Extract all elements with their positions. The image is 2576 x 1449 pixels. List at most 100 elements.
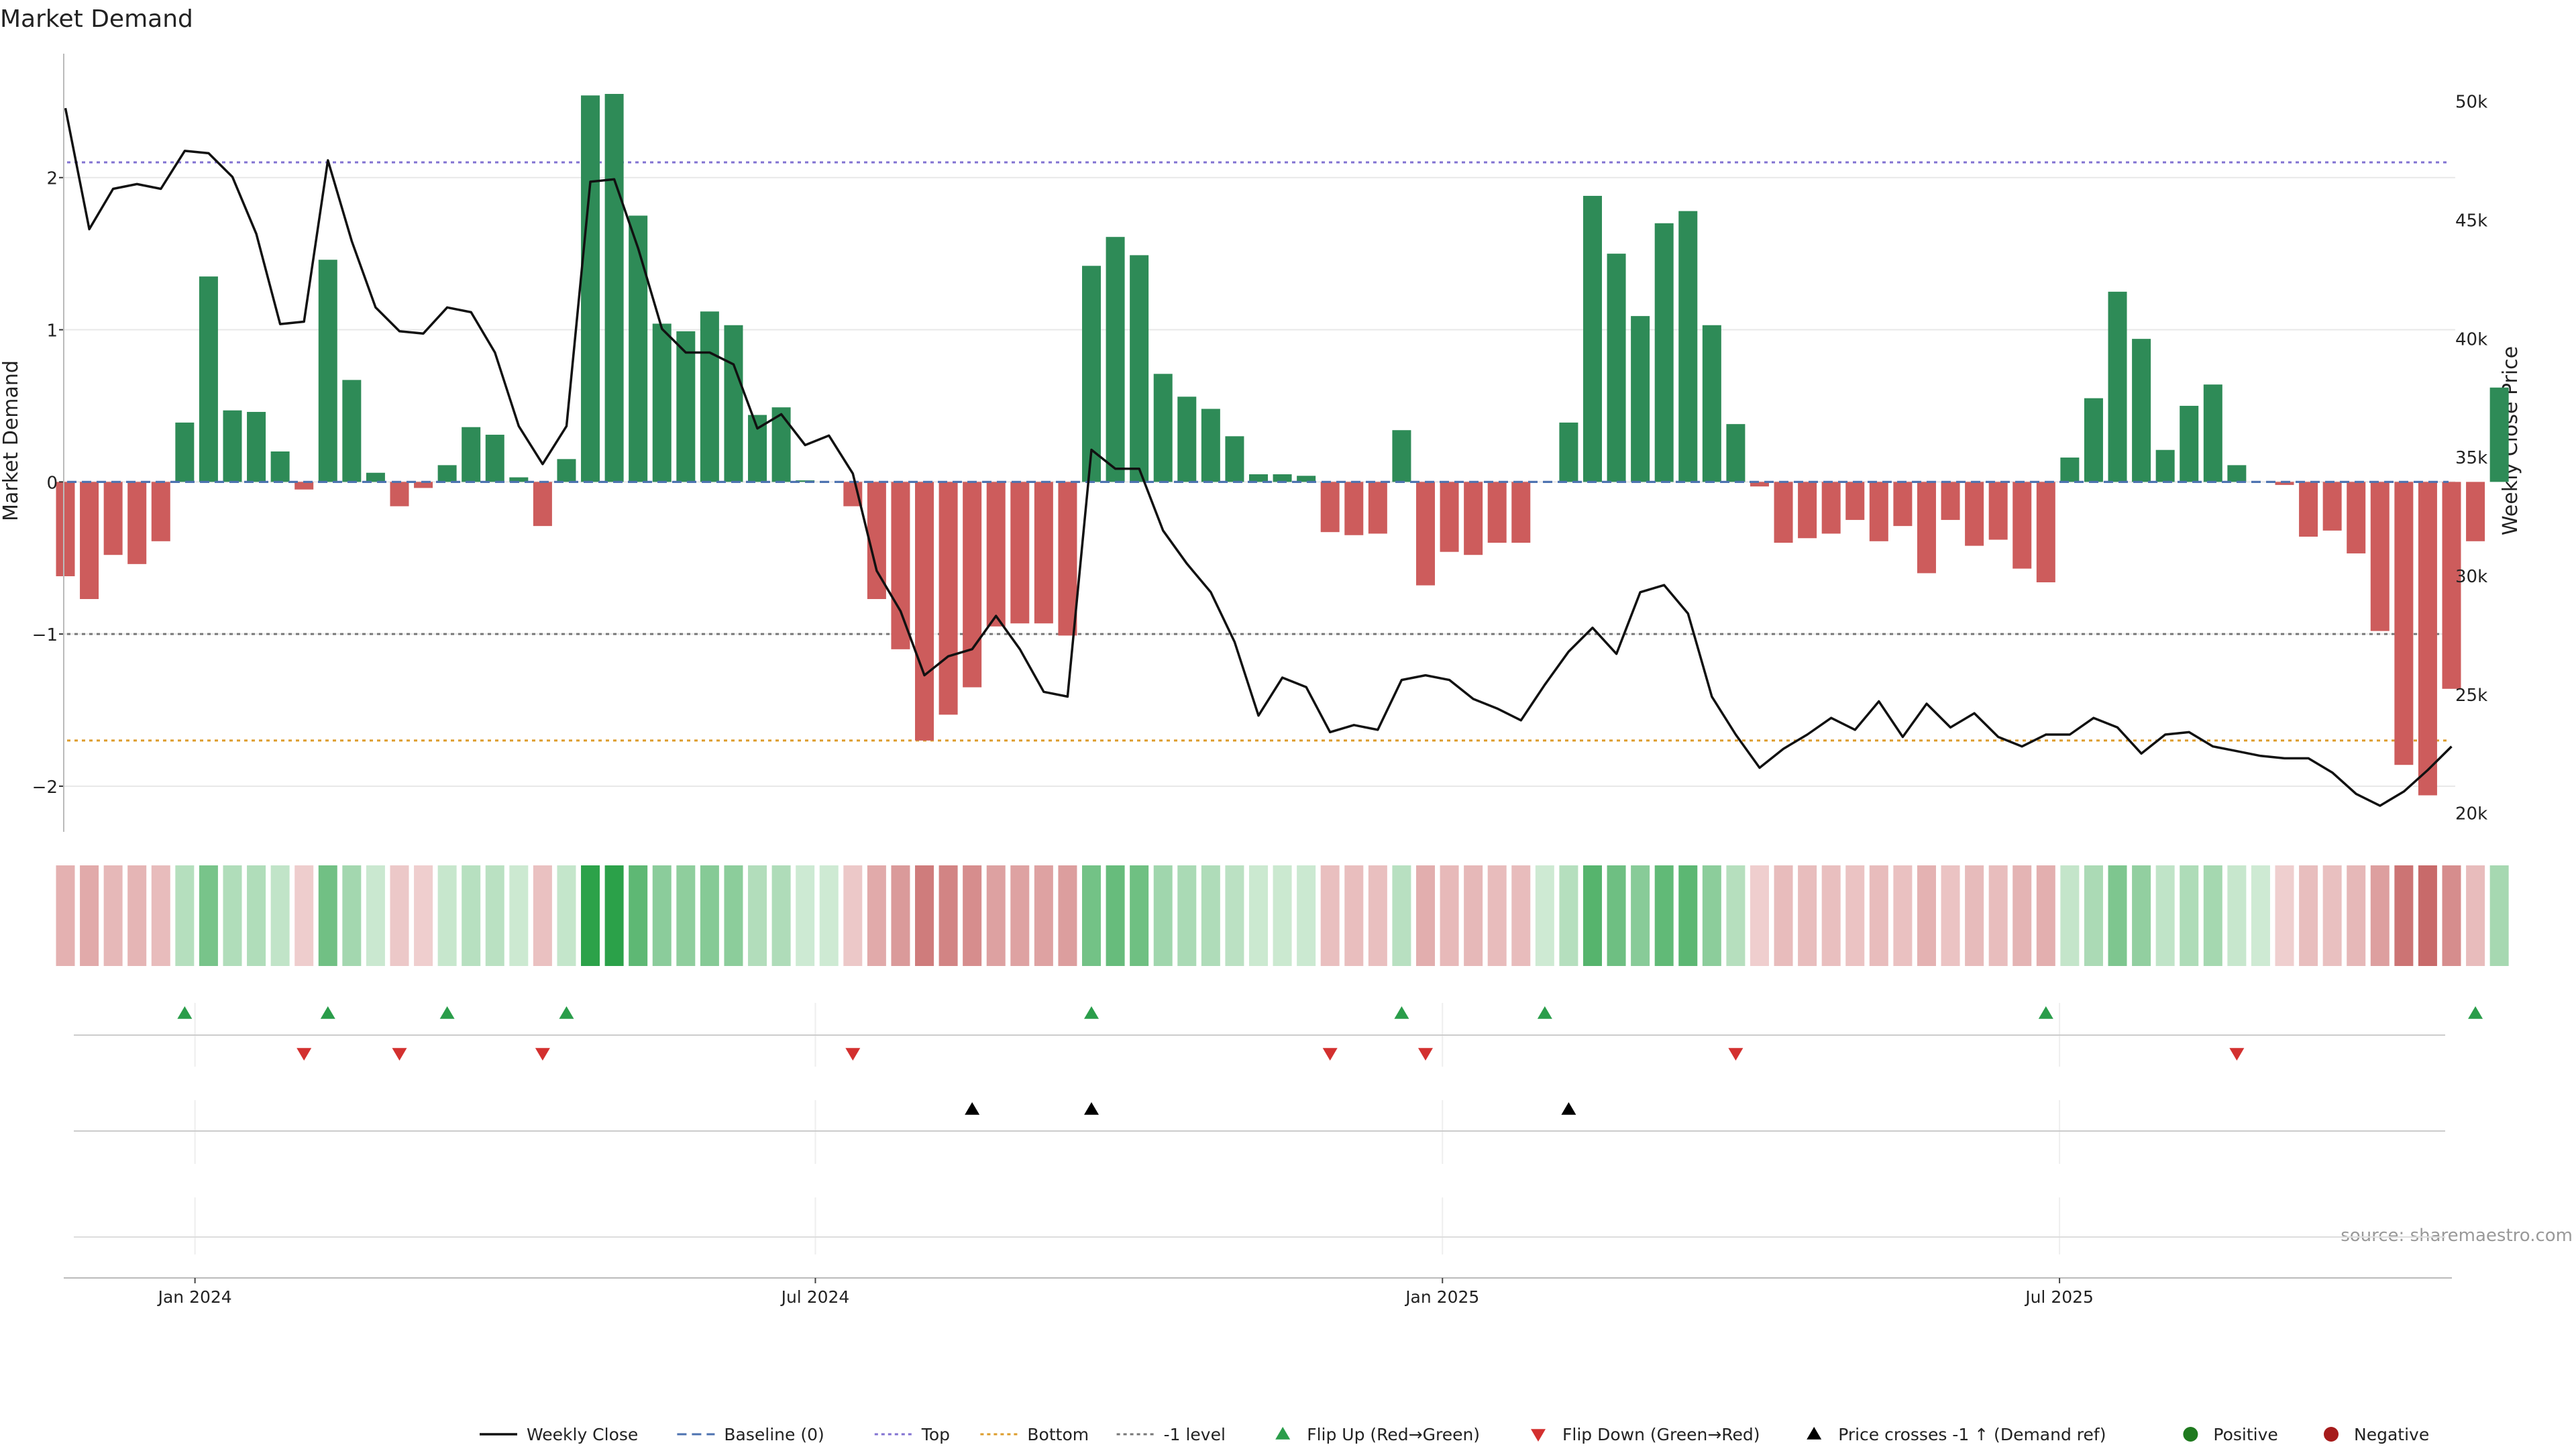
demand-bar	[1798, 482, 1817, 539]
heat-cell	[2322, 865, 2342, 966]
source-annotation: source: sharemaestro.com	[2341, 1226, 2573, 1246]
legend-label-flip_down: Flip Down (Green→Red)	[1562, 1425, 1760, 1444]
heat-cell	[700, 865, 719, 966]
heat-cell	[2442, 865, 2461, 966]
legend-swatch-triangle	[1275, 1427, 1291, 1440]
demand-bar	[1965, 482, 1984, 546]
flip-up-marker	[177, 1006, 193, 1019]
heat-cell	[1607, 865, 1626, 966]
heat-cell	[748, 865, 767, 966]
demand-bars	[56, 94, 2509, 796]
heat-cell	[938, 865, 958, 966]
weekly-close-line	[64, 107, 2453, 807]
demand-bar	[2203, 384, 2222, 482]
legend: Weekly Close Baseline (0) Top Bottom -1 leve…	[480, 1425, 2429, 1444]
heat-cell	[2347, 865, 2366, 966]
heat-cell	[1130, 865, 1149, 966]
demand-heat-strip	[56, 865, 2509, 966]
heat-cell	[843, 865, 863, 966]
flip-up-marker	[559, 1006, 574, 1019]
demand-bar	[366, 472, 385, 482]
demand-bar	[1726, 424, 1746, 482]
demand-bar	[533, 482, 552, 527]
demand-bar	[437, 465, 457, 482]
demand-bar	[1058, 482, 1077, 636]
heat-cell	[1010, 865, 1030, 966]
demand-bar	[1440, 482, 1459, 552]
heat-cell	[1464, 865, 1483, 966]
heat-cell	[1249, 865, 1268, 966]
demand-bar	[2155, 449, 2175, 482]
demand-bar	[1678, 211, 1698, 482]
heat-cell	[2155, 865, 2175, 966]
demand-bar	[2394, 482, 2414, 765]
heat-cell	[2466, 865, 2485, 966]
chart-title: Market Demand	[0, 5, 193, 33]
demand-bar	[485, 435, 504, 482]
heat-cell	[1965, 865, 1984, 966]
heat-cell	[270, 865, 290, 966]
y2-tick-label: 20k	[2455, 804, 2487, 824]
demand-bar	[581, 95, 600, 482]
heat-cell	[533, 865, 552, 966]
demand-bar	[1177, 396, 1197, 482]
heat-cell	[294, 865, 314, 966]
heat-cell	[986, 865, 1006, 966]
demand-bar	[2132, 339, 2151, 482]
demand-bar	[414, 482, 433, 488]
heat-cell	[652, 865, 672, 966]
demand-bar	[986, 482, 1006, 627]
demand-bar	[1415, 482, 1435, 586]
flip-down-marker	[297, 1048, 312, 1061]
demand-bar	[1582, 195, 1602, 482]
heat-cell	[318, 865, 337, 966]
demand-bar	[1845, 482, 1865, 521]
flip-up-marker	[1537, 1006, 1552, 1019]
demand-bar	[1464, 482, 1483, 555]
demand-bar	[342, 380, 362, 482]
heat-cell	[1487, 865, 1507, 966]
y2-tick-label: 40k	[2455, 329, 2487, 350]
demand-bar	[2275, 482, 2294, 485]
heat-cell	[629, 865, 648, 966]
legend-swatch-triangle	[1807, 1427, 1822, 1440]
heat-cell	[1678, 865, 1698, 966]
heat-cell	[151, 865, 170, 966]
heat-cell	[1845, 865, 1865, 966]
heat-cell	[1750, 865, 1769, 966]
demand-bar	[1249, 474, 1268, 482]
heat-cell	[1440, 865, 1459, 966]
heat-cell	[1774, 865, 1793, 966]
heat-cell	[1559, 865, 1578, 966]
heat-cell	[1869, 865, 1888, 966]
heat-cell	[2108, 865, 2127, 966]
heat-cell	[56, 865, 75, 966]
heat-cell	[1988, 865, 2008, 966]
heat-cell	[1201, 865, 1220, 966]
legend-swatch-dot	[2183, 1427, 2198, 1442]
demand-bar	[199, 276, 218, 482]
heat-cell	[1511, 865, 1531, 966]
legend-label-flip_up: Flip Up (Red→Green)	[1307, 1425, 1480, 1444]
heat-cell	[2180, 865, 2199, 966]
flip-down-marker	[2229, 1048, 2245, 1061]
y-tick-label: 0	[46, 473, 58, 493]
heat-cell	[963, 865, 982, 966]
heat-cell	[2418, 865, 2437, 966]
heat-cell	[1392, 865, 1411, 966]
x-axis: Jan 2024 Jul 2024 Jan 2025 Jul 2025	[64, 1277, 2452, 1307]
demand-bar	[2084, 398, 2103, 482]
demand-bar	[557, 459, 576, 482]
demand-bar	[1297, 476, 1316, 482]
heat-cell	[2489, 865, 2509, 966]
demand-bar	[318, 260, 337, 482]
legend-swatch-triangle	[1531, 1429, 1546, 1442]
heat-cell	[103, 865, 123, 966]
demand-bar	[652, 323, 672, 482]
demand-bar	[1344, 482, 1364, 535]
demand-bar	[103, 482, 123, 555]
legend-label-positive: Positive	[2213, 1425, 2277, 1444]
demand-bar	[1917, 482, 1936, 574]
heat-cell	[604, 865, 624, 966]
